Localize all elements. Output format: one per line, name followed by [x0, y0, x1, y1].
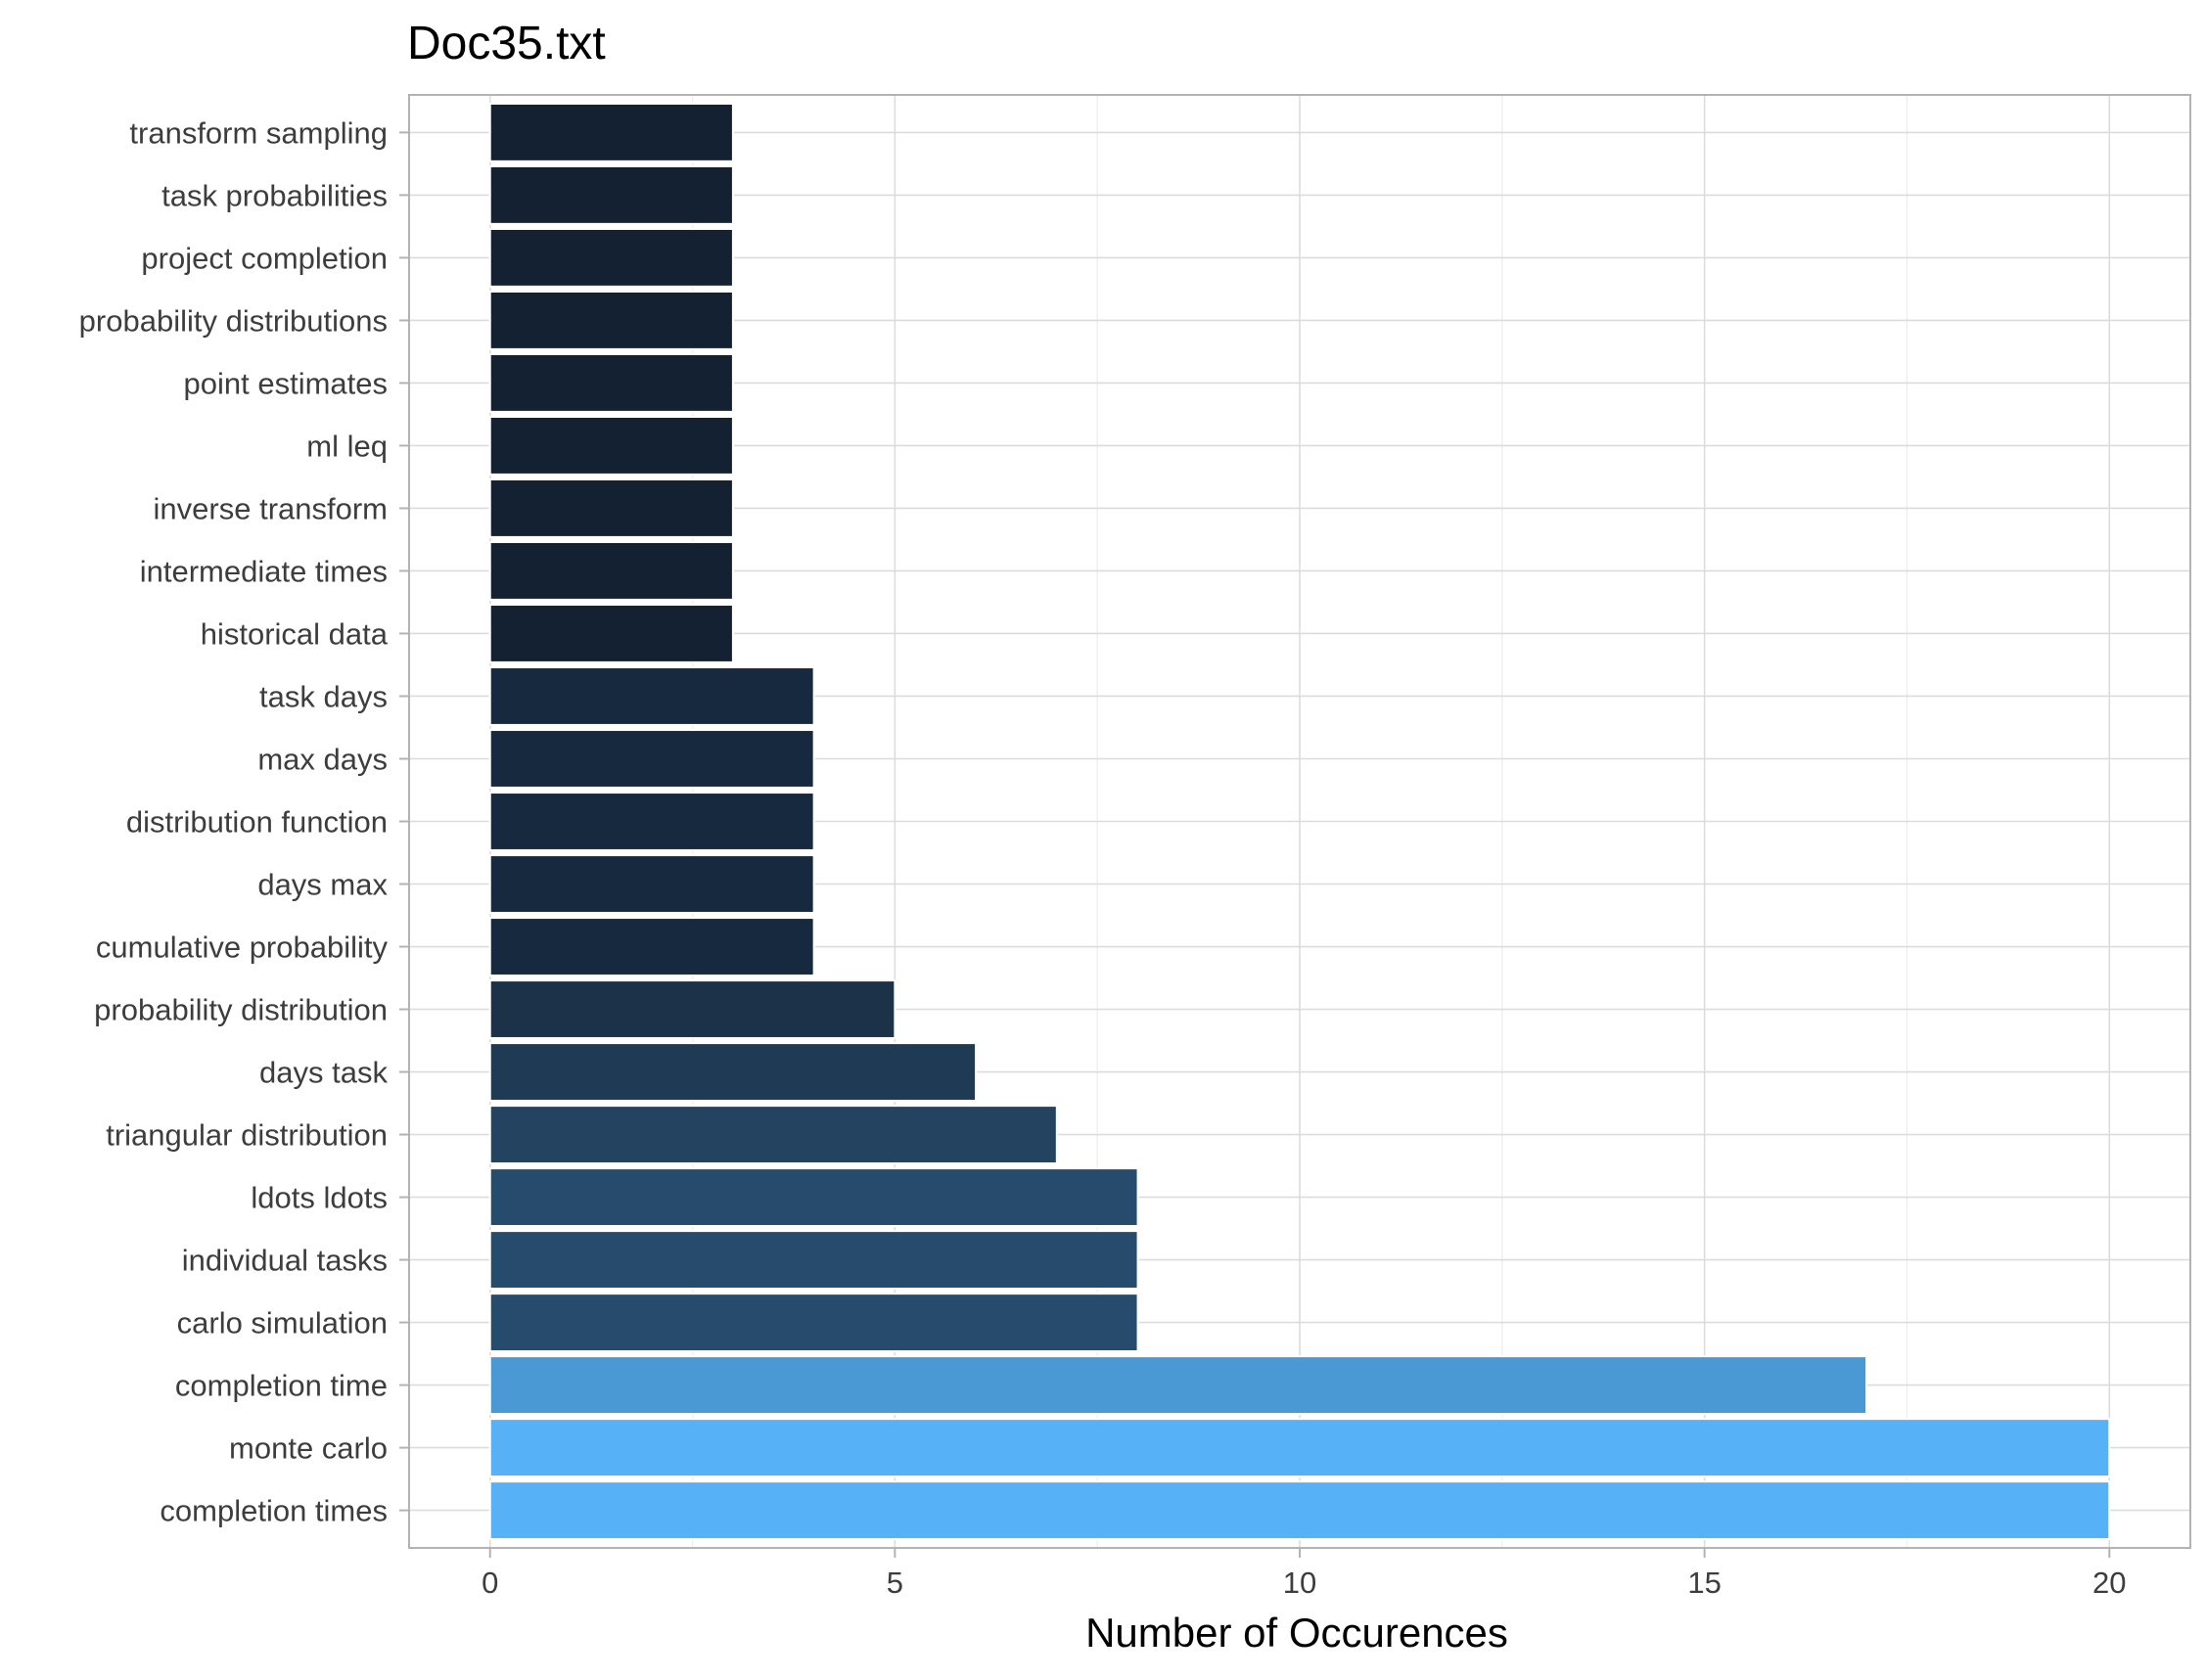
x-tick-label: 15	[1687, 1566, 1721, 1600]
y-tick-label: days max	[257, 868, 388, 902]
x-tick-label: 0	[482, 1566, 498, 1600]
y-tick-label: triangular distribution	[106, 1118, 388, 1153]
chart-title: Doc35.txt	[407, 18, 606, 69]
bar	[488, 1355, 1868, 1416]
y-tick-label: cumulative probability	[96, 931, 389, 965]
bar	[488, 1167, 1139, 1227]
y-tick-label: distribution function	[126, 805, 388, 840]
bar	[488, 792, 815, 851]
bar	[488, 979, 896, 1039]
y-axis: completion times monte carlo completion ti…	[79, 115, 409, 1528]
bar	[488, 729, 815, 789]
y-tick-label: days task	[259, 1056, 388, 1090]
y-tick-label: intermediate times	[140, 554, 388, 588]
y-tick-label: max days	[257, 742, 388, 776]
bar	[488, 1293, 1139, 1353]
y-tick-label: probability distributions	[79, 303, 388, 338]
y-tick-label: task days	[259, 679, 388, 713]
x-tick-label: 10	[1283, 1566, 1316, 1600]
y-tick-label: ml leq	[306, 429, 388, 463]
bar	[488, 917, 815, 976]
y-tick-label: task probabilities	[161, 178, 388, 212]
y-tick-label: individual tasks	[182, 1244, 388, 1278]
bar	[488, 541, 734, 601]
y-tick-label: completion time	[175, 1369, 388, 1403]
x-tick-label: 5	[887, 1566, 903, 1600]
x-axis-label: Number of Occurences	[1085, 1610, 1508, 1656]
y-tick-label: ldots ldots	[251, 1181, 388, 1215]
y-tick-label: transform sampling	[129, 115, 388, 150]
bar	[488, 416, 734, 476]
y-tick-label: historical data	[201, 616, 389, 651]
bar	[488, 1418, 2111, 1478]
bar	[488, 1042, 978, 1102]
y-tick-label: carlo simulation	[177, 1306, 388, 1340]
y-tick-label: project completion	[141, 241, 388, 275]
bar	[488, 604, 734, 663]
bar	[488, 352, 734, 413]
bar	[488, 102, 734, 162]
x-axis: 0 5 10 15 20	[482, 1548, 2127, 1600]
bar	[488, 164, 734, 225]
y-tick-label: point estimates	[184, 366, 389, 400]
bar	[488, 290, 734, 350]
bars	[488, 102, 2111, 1541]
x-tick-label: 20	[2092, 1566, 2126, 1600]
bar	[488, 666, 815, 726]
bar	[488, 478, 734, 538]
bar	[488, 1480, 2111, 1541]
y-tick-label: inverse transform	[154, 491, 388, 525]
bar	[488, 854, 815, 914]
y-tick-label: probability distribution	[94, 993, 388, 1027]
y-tick-label: monte carlo	[229, 1431, 388, 1466]
bar	[488, 227, 734, 288]
bar	[488, 1105, 1058, 1164]
bar	[488, 1230, 1139, 1291]
y-tick-label: completion times	[160, 1494, 388, 1528]
